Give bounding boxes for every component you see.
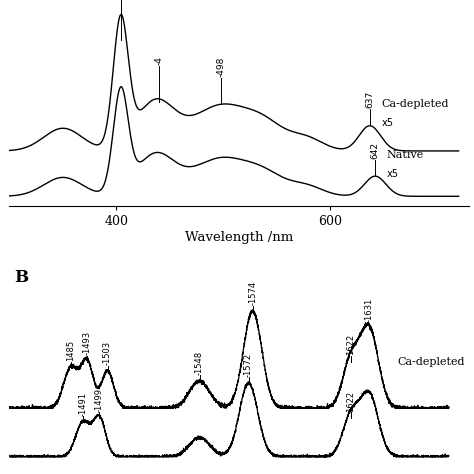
Text: 1485: 1485 xyxy=(66,340,75,361)
Text: -1574: -1574 xyxy=(248,281,257,305)
Text: Ca-depleted: Ca-depleted xyxy=(398,357,465,367)
X-axis label: Wavelength /nm: Wavelength /nm xyxy=(185,231,293,244)
Text: -1572: -1572 xyxy=(244,353,253,377)
Text: -4: -4 xyxy=(155,56,164,65)
Text: -1631: -1631 xyxy=(365,298,374,322)
Text: -1491: -1491 xyxy=(79,392,88,416)
Text: Ca-depleted: Ca-depleted xyxy=(382,100,449,109)
Text: Native: Native xyxy=(387,150,424,160)
Text: 642: 642 xyxy=(371,142,380,158)
Text: x5: x5 xyxy=(387,169,399,179)
Text: -1503: -1503 xyxy=(103,341,112,365)
Text: 1622: 1622 xyxy=(346,334,355,356)
Text: -498: -498 xyxy=(217,56,226,77)
Text: x5: x5 xyxy=(382,118,393,128)
Text: -1493: -1493 xyxy=(82,331,91,356)
Text: 637: 637 xyxy=(365,91,374,108)
Text: 1622: 1622 xyxy=(346,391,355,412)
Text: B: B xyxy=(14,269,28,286)
Text: -1548: -1548 xyxy=(195,351,204,375)
Text: -1499: -1499 xyxy=(95,388,104,412)
